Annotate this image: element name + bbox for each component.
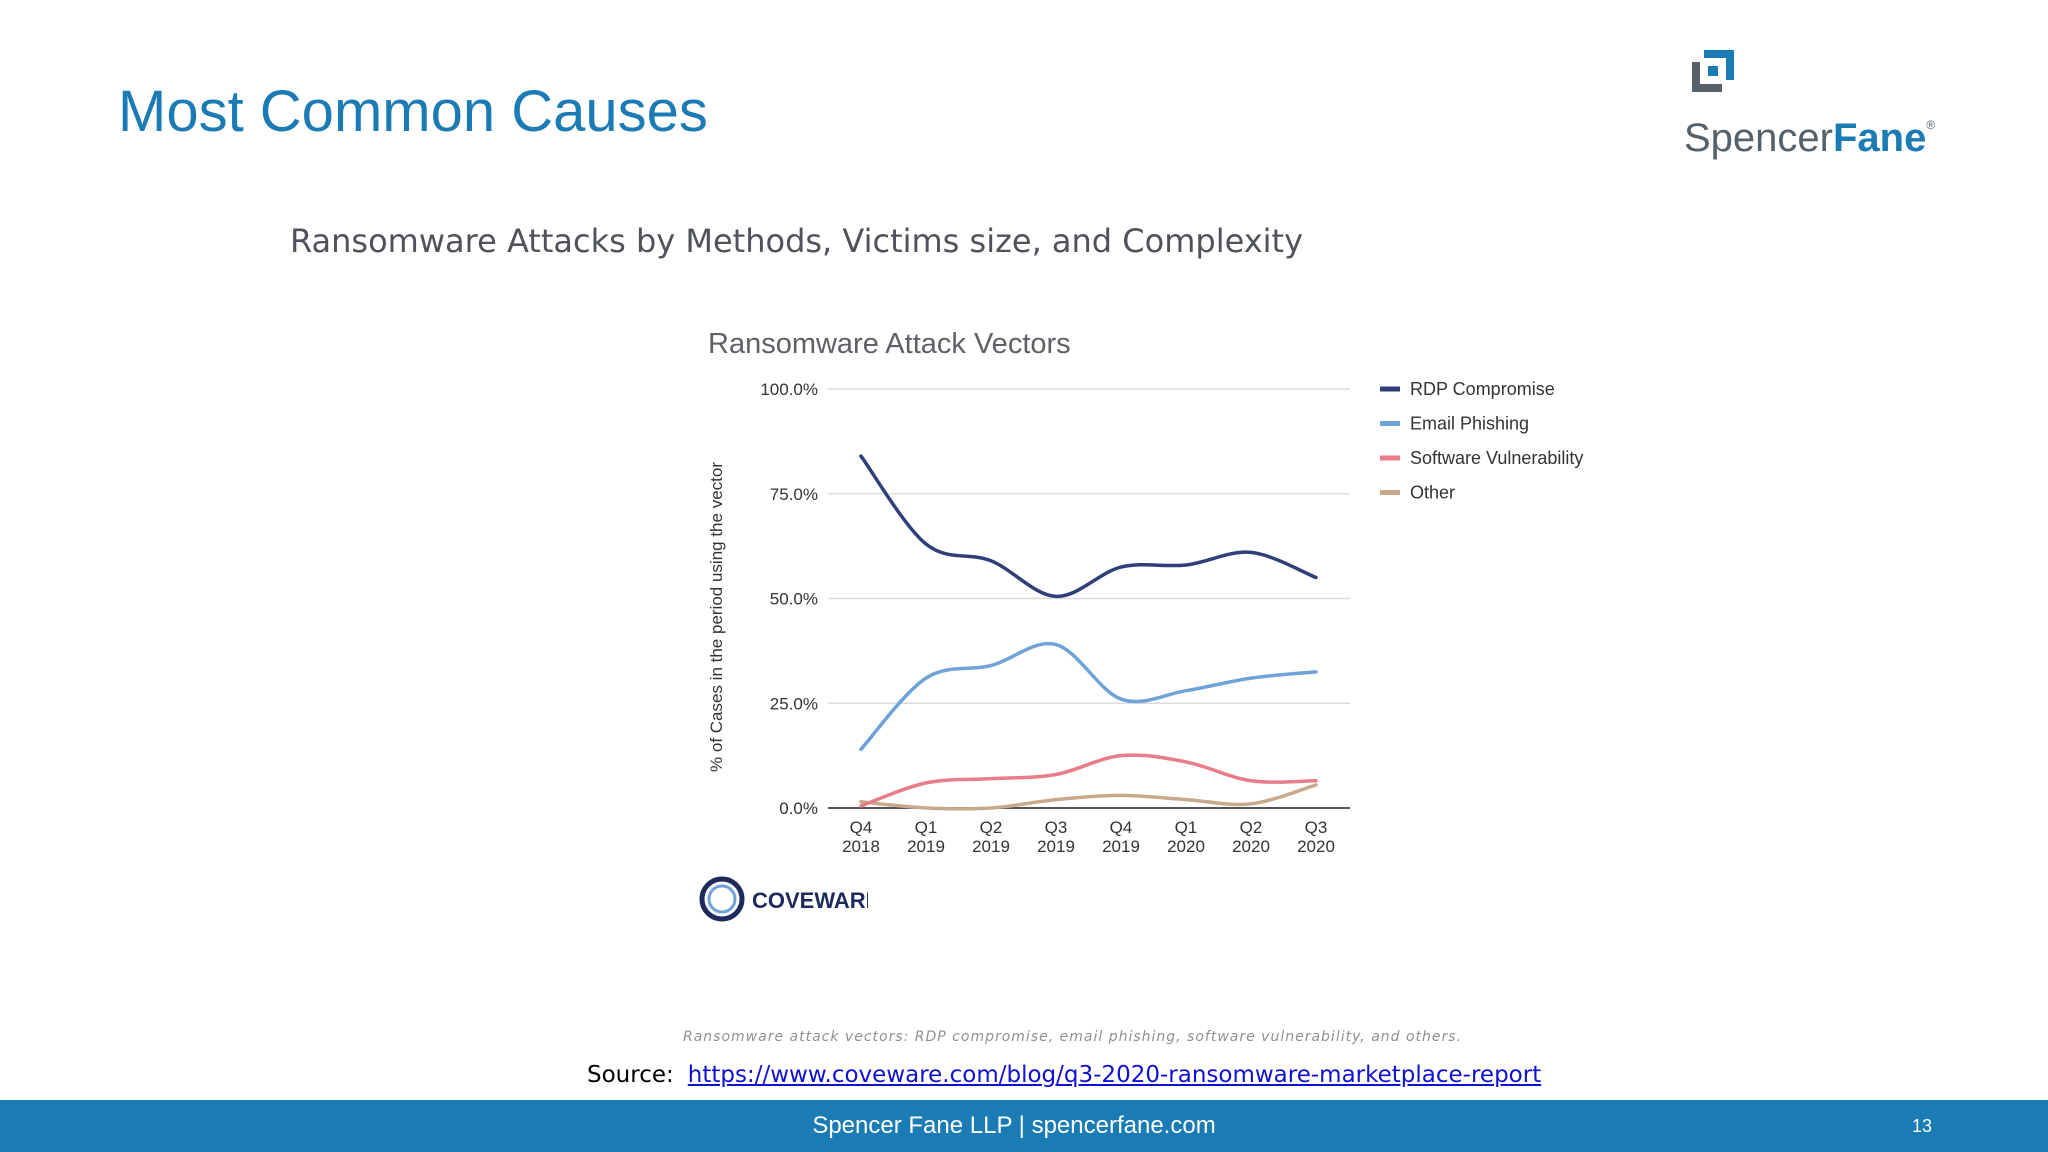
series-line-rdp-compromise — [859, 454, 1318, 599]
x-tick-label: Q1 2020 — [1167, 818, 1205, 856]
y-tick-label: 100.0% — [760, 380, 818, 399]
legend-swatch-other — [1380, 490, 1400, 495]
x-tick-labels: Q4 2018 Q1 2019 Q2 2019 Q3 2019 Q4 2019 Q1 2020 Q2 20… — [842, 818, 1335, 856]
legend-label-rdp-compromise: RDP Compromise — [1410, 379, 1555, 399]
x-tick-label: Q2 2019 — [972, 818, 1010, 856]
legend-swatch-email-phishing — [1380, 421, 1400, 426]
spencer-fane-logo-icon — [1692, 50, 1734, 92]
ransomware-vectors-chart: Ransomware Attack Vectors % of Cases in … — [707, 328, 1583, 856]
slide-title: Most Common Causes — [118, 79, 708, 144]
legend-label-software-vulnerability: Software Vulnerability — [1410, 448, 1583, 468]
source-row: Source: https://www.coveware.com/blog/q3-… — [587, 1062, 1541, 1088]
x-tick-label: Q2 2020 — [1232, 818, 1270, 856]
footer-text: Spencer Fane LLP | spencerfane.com — [812, 1112, 1216, 1139]
y-tick-label: 0.0% — [779, 799, 818, 818]
y-axis-label: % of Cases in the period using the vecto… — [707, 462, 726, 772]
chart-legend: RDP Compromise Email Phishing Software Vul… — [1380, 379, 1583, 503]
legend-label-other: Other — [1410, 483, 1455, 503]
y-tick-label: 50.0% — [770, 590, 818, 609]
coveware-logo: COVEWARE — [699, 876, 868, 922]
logo-text-bold: Fane — [1832, 116, 1927, 160]
spencer-fane-logo-text: SpencerFane® — [1684, 116, 1935, 161]
series-lines — [859, 454, 1318, 811]
coveware-logo-text: COVEWARE — [752, 888, 868, 913]
y-tick-label: 25.0% — [770, 694, 818, 713]
series-line-other — [859, 783, 1318, 811]
series-line-software-vulnerability — [859, 753, 1318, 808]
page-number: 13 — [1912, 1116, 1933, 1136]
x-tick-label: Q4 2018 — [842, 818, 880, 856]
y-tick-label: 75.0% — [770, 485, 818, 504]
legend-label-email-phishing: Email Phishing — [1410, 414, 1529, 434]
figure-heading: Ransomware Attacks by Methods, Victims s… — [290, 222, 1304, 260]
x-tick-label: Q3 2020 — [1297, 818, 1335, 856]
logo-registered-mark: ® — [1926, 118, 1936, 132]
footer-bar: Spencer Fane LLP | spencerfane.com 13 — [0, 1100, 2048, 1152]
x-tick-label: Q1 2019 — [907, 818, 945, 856]
y-tick-labels: 0.0% 25.0% 50.0% 75.0% 100.0% — [760, 380, 818, 818]
source-label: Source: — [587, 1062, 674, 1088]
x-tick-label: Q3 2019 — [1037, 818, 1075, 856]
logo-text-light: Spencer — [1684, 116, 1833, 160]
series-line-email-phishing — [859, 641, 1318, 752]
figure-caption: Ransomware attack vectors: RDP compromis… — [683, 1029, 1463, 1045]
chart-title: Ransomware Attack Vectors — [708, 328, 1071, 360]
coveware-ring-icon — [699, 876, 745, 922]
legend-swatch-rdp-compromise — [1380, 386, 1400, 392]
x-tick-label: Q4 2019 — [1102, 818, 1140, 856]
gridlines — [828, 388, 1350, 809]
source-link[interactable]: https://www.coveware.com/blog/q3-2020-ra… — [687, 1062, 1542, 1088]
legend-swatch-software-vulnerability — [1380, 455, 1400, 461]
